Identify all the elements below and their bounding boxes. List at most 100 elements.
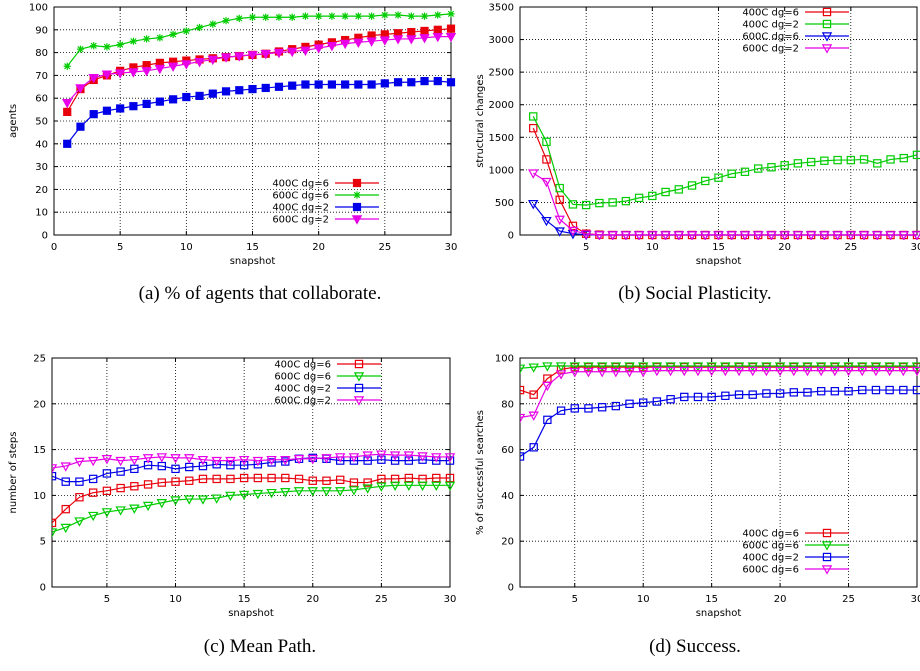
data-point	[747, 366, 758, 377]
data-point	[581, 200, 591, 210]
chart-c: 5 10 15 20 25 30 0 5 10 15 20 25 snapshot number of s…	[8, 354, 456, 620]
legend-marker	[822, 19, 832, 29]
data-point	[541, 216, 552, 227]
data-point	[394, 11, 402, 19]
y-tick-label: 0	[40, 583, 46, 594]
data-point	[529, 443, 538, 452]
data-point	[63, 62, 71, 70]
data-point	[844, 387, 853, 396]
data-point	[761, 366, 772, 377]
legend-marker	[352, 202, 362, 212]
data-point	[529, 112, 538, 121]
chart-a: 0 5 10 15 20 25 30 0 10 20 30 40 50 60 70 80 90 100 snapsh…	[8, 3, 457, 268]
data-point	[802, 362, 813, 372]
data-point	[171, 464, 180, 474]
data-point	[260, 50, 271, 60]
x-tick-label: 25	[844, 242, 857, 253]
data-point	[633, 231, 645, 240]
x-tick-label: 15	[246, 242, 259, 253]
data-point	[101, 70, 113, 80]
legend-marker	[822, 7, 832, 17]
data-point	[651, 362, 663, 372]
caption-c: (c) Mean Path.	[203, 636, 317, 657]
data-point	[608, 198, 617, 207]
data-point	[555, 195, 564, 205]
data-point	[116, 483, 125, 493]
data-point	[288, 13, 296, 21]
data-point	[235, 14, 243, 22]
legend-marker	[821, 44, 833, 54]
data-point	[898, 231, 909, 240]
legend-label: 600C dg=6	[742, 541, 799, 552]
data-point	[266, 488, 277, 499]
data-point	[225, 491, 236, 502]
data-point	[820, 156, 829, 165]
data-point	[665, 366, 676, 377]
data-point	[446, 24, 456, 33]
data-point	[805, 231, 817, 240]
data-point	[846, 155, 856, 165]
data-point	[169, 95, 178, 104]
y-tick-label: 0	[508, 583, 514, 594]
data-point	[420, 77, 429, 86]
data-point	[739, 231, 751, 240]
data-point	[692, 362, 704, 372]
data-point	[727, 169, 736, 178]
legend-label: 400C dg=6	[272, 179, 329, 190]
y-tick-label: 100	[495, 354, 514, 365]
data-point	[898, 362, 909, 372]
data-point	[569, 368, 580, 378]
data-point	[651, 366, 663, 377]
data-point	[767, 163, 776, 172]
data-point	[417, 452, 428, 462]
x-tick-label: 15	[705, 594, 718, 605]
y-axis-label: structural changes	[475, 74, 486, 168]
data-point	[88, 488, 98, 497]
data-point	[221, 87, 231, 96]
legend-label: 400C dg=6	[742, 529, 799, 540]
data-point	[280, 455, 291, 466]
data-point	[407, 78, 416, 87]
data-point	[597, 403, 607, 412]
legend-marker	[822, 552, 832, 562]
data-point	[543, 415, 552, 425]
data-point	[262, 13, 270, 21]
series-line	[66, 80, 452, 145]
data-point	[101, 455, 113, 465]
data-point	[701, 176, 710, 186]
x-tick-label: 25	[378, 242, 391, 253]
data-point	[368, 12, 376, 20]
x-tick-label: 20	[306, 594, 319, 605]
data-point	[912, 150, 920, 160]
data-point	[129, 504, 140, 514]
data-point	[433, 77, 442, 86]
data-point	[275, 13, 283, 21]
data-point	[446, 78, 456, 87]
data-point	[75, 493, 84, 502]
x-tick-label: 15	[238, 594, 251, 605]
data-point	[327, 80, 336, 89]
data-point	[211, 456, 222, 467]
data-point	[445, 473, 455, 483]
data-point	[541, 177, 552, 188]
data-point	[692, 366, 704, 377]
data-point	[90, 42, 98, 50]
data-point	[403, 481, 415, 491]
series-line	[520, 389, 917, 457]
data-point	[267, 473, 276, 483]
data-point	[130, 482, 139, 491]
legend-marker	[353, 191, 361, 199]
data-point	[341, 80, 350, 89]
x-tick-label: 20	[778, 242, 791, 253]
data-point	[62, 99, 73, 109]
data-point	[707, 392, 716, 402]
data-point	[235, 86, 244, 95]
data-point	[76, 122, 85, 131]
data-point	[580, 230, 592, 240]
data-point	[102, 469, 112, 478]
data-point	[528, 363, 539, 373]
data-point	[607, 231, 618, 240]
data-point	[88, 474, 98, 484]
data-point	[789, 388, 798, 397]
